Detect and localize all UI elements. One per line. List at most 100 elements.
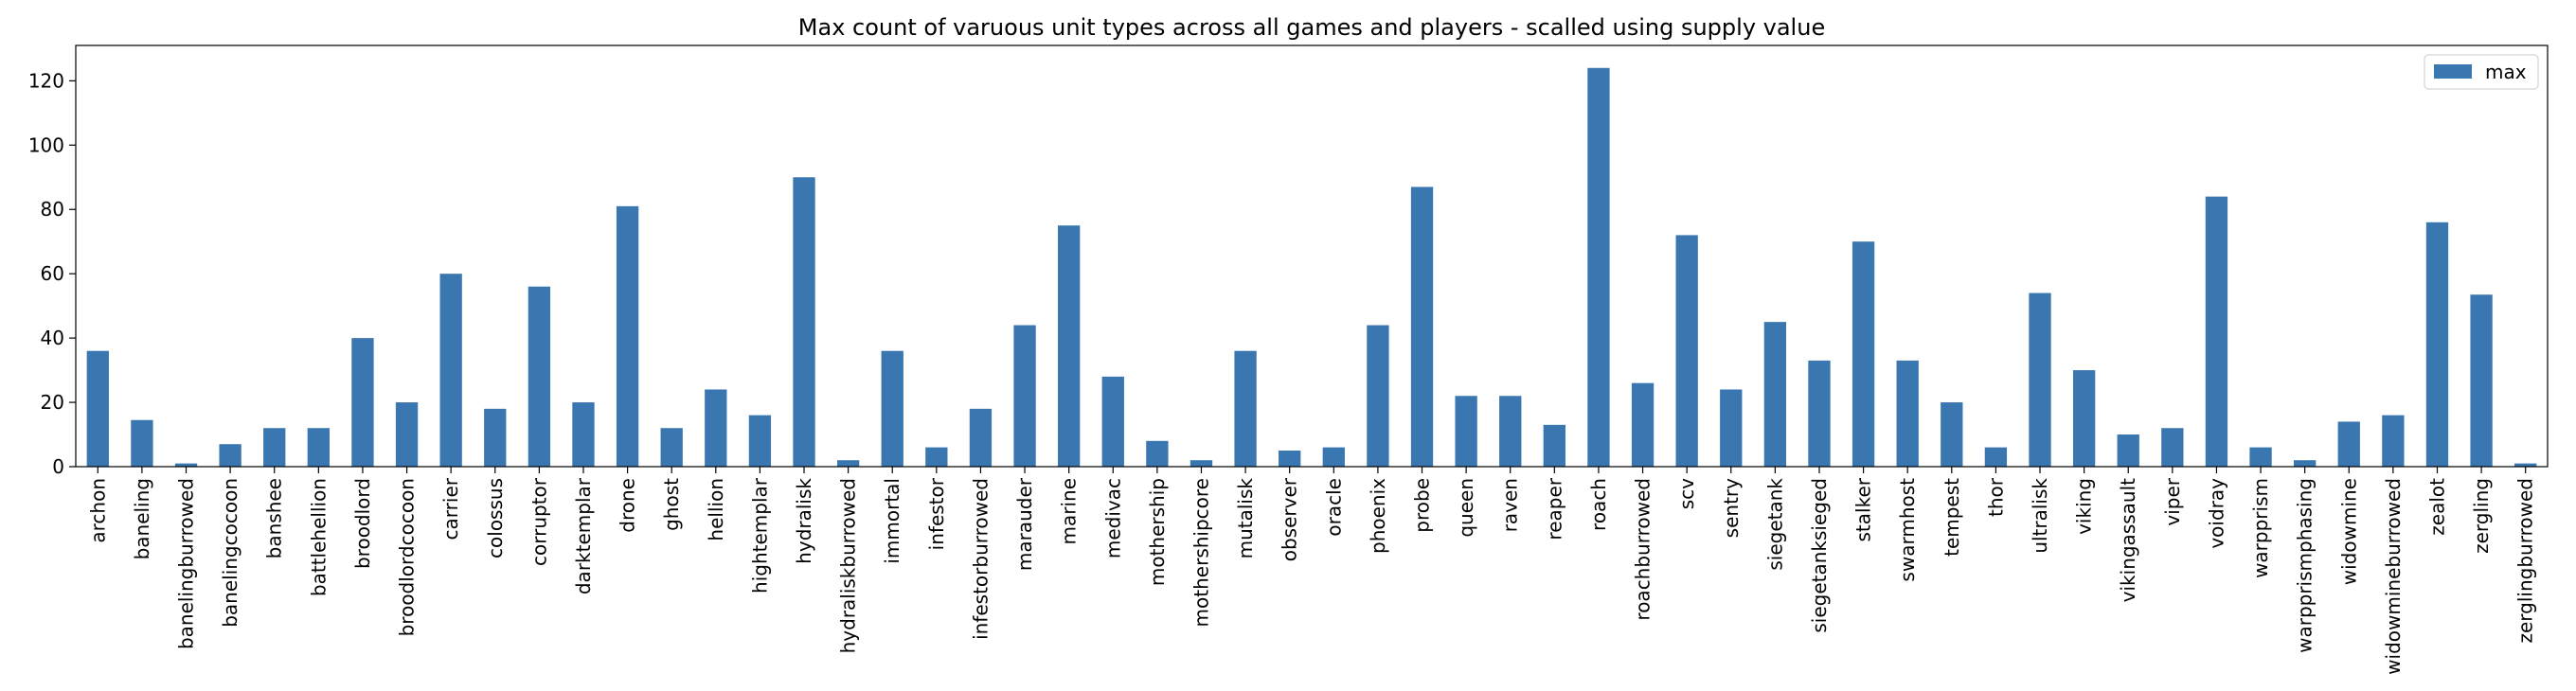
bar-reaper [1543, 424, 1565, 467]
x-tick-label-widowmineburrowed: widowmineburrowed [2382, 478, 2405, 675]
bar-immortal [881, 350, 903, 467]
x-tick-label-marine: marine [1058, 478, 1081, 545]
bar-mothership [1146, 440, 1169, 467]
x-tick-label-zergling: zergling [2470, 478, 2493, 554]
bar-roach [1587, 67, 1610, 467]
bar-stalker [1852, 241, 1875, 467]
bar-banelingburrowed [174, 463, 198, 467]
bar-sentry [1720, 389, 1743, 467]
bar-roachburrowed [1631, 382, 1655, 467]
x-tick-label-hellion: hellion [705, 478, 727, 541]
x-tick-label-carrier: carrier [439, 477, 462, 540]
plot-frame [75, 44, 2549, 468]
x-tick-label-infestor: infestor [925, 477, 948, 550]
y-tick-label: 80 [41, 198, 64, 221]
x-tick-label-swarmhost: swarmhost [1896, 478, 1919, 582]
bar-corruptor [528, 286, 551, 467]
x-tick-label-banelingcocoon: banelingcocoon [219, 478, 242, 628]
bar-voidray [2205, 196, 2228, 467]
x-tick-label-broodlordcocoon: broodlordcocoon [396, 478, 419, 636]
bar-mothershipcore [1190, 460, 1213, 467]
bar-banshee [263, 428, 286, 467]
bar-siegetank [1763, 322, 1787, 467]
x-tick-label-colossus: colossus [484, 478, 507, 558]
y-tick-label: 20 [41, 391, 64, 414]
x-tick-label-ghost: ghost [660, 478, 683, 531]
bar-warpprism [2249, 447, 2272, 467]
bar-swarmhost [1896, 360, 1919, 467]
bar-series-max [86, 67, 2537, 468]
x-tick-label-widowmine: widowmine [2337, 478, 2360, 585]
x-tick-label-drone: drone [617, 478, 639, 533]
x-tick-label-warpprism: warpprism [2249, 478, 2272, 578]
bar-ghost [660, 428, 683, 467]
y-tick-label: 100 [28, 133, 64, 156]
x-tick-label-mothership: mothership [1146, 478, 1169, 586]
bar-battlehellion [307, 428, 330, 467]
x-axis: archon baneling banelingburrowed banelingco… [86, 467, 2537, 675]
bar-baneling [131, 419, 153, 467]
bar-probe [1410, 186, 1434, 468]
x-tick-label-baneling: baneling [131, 478, 153, 559]
bar-hydralisk [793, 177, 815, 467]
x-tick-label-battlehellion: battlehellion [307, 478, 330, 596]
x-tick-label-mothershipcore: mothershipcore [1190, 478, 1212, 627]
x-tick-label-darktemplar: darktemplar [572, 477, 595, 594]
x-tick-label-raven: raven [1499, 478, 1522, 532]
x-tick-label-siegetank: siegetank [1763, 478, 1786, 571]
x-tick-label-hightemplar: hightemplar [748, 477, 771, 594]
bar-banelingcocoon [219, 444, 242, 467]
x-tick-label-immortal: immortal [881, 478, 903, 564]
x-tick-label-viking: viking [2073, 478, 2096, 535]
bar-widowmine [2337, 421, 2360, 467]
bar-zergling [2470, 294, 2493, 467]
bar-drone [616, 205, 639, 467]
bar-archon [86, 350, 109, 467]
bar-widowmineburrowed [2382, 415, 2405, 467]
x-tick-label-observer: observer [1279, 477, 1301, 561]
x-tick-label-oracle: oracle [1322, 478, 1345, 537]
y-tick-label: 60 [41, 262, 64, 285]
legend: max [2424, 54, 2539, 90]
bar-ultralisk [2029, 292, 2051, 467]
x-tick-label-hydraliskburrowed: hydraliskburrowed [837, 478, 860, 653]
bar-scv [1675, 235, 1698, 467]
bar-vikingassault [2117, 434, 2139, 467]
bar-hydraliskburrowed [836, 460, 860, 467]
x-tick-label-banshee: banshee [263, 478, 286, 558]
x-tick-label-broodlord: broodlord [351, 478, 374, 569]
x-tick-label-phoenix: phoenix [1367, 478, 1389, 554]
x-tick-label-archon: archon [86, 478, 109, 543]
bar-colossus [484, 408, 507, 467]
x-tick-label-marauder: marauder [1013, 477, 1036, 571]
x-tick-label-medivac: medivac [1101, 478, 1124, 558]
x-tick-label-probe: probe [1411, 478, 1434, 533]
bar-infestor [925, 447, 948, 467]
x-tick-label-viper: viper [2161, 477, 2184, 525]
legend-label-max: max [2485, 61, 2527, 83]
bar-zerglingburrowed [2514, 463, 2537, 467]
bar-phoenix [1367, 325, 1389, 467]
x-tick-label-queen: queen [1455, 478, 1477, 538]
bar-viper [2161, 428, 2184, 467]
bar-carrier [439, 274, 462, 467]
x-tick-label-banelingburrowed: banelingburrowed [175, 478, 198, 649]
x-tick-label-scv: scv [1675, 478, 1698, 509]
y-tick-label: 0 [52, 455, 64, 478]
x-tick-label-roachburrowed: roachburrowed [1632, 478, 1655, 621]
x-tick-label-infestorburrowed: infestorburrowed [969, 478, 992, 640]
x-tick-label-hydralisk: hydralisk [793, 478, 815, 564]
bar-observer [1279, 451, 1301, 467]
x-tick-label-sentry: sentry [1720, 478, 1743, 538]
x-tick-label-zerglingburrowed: zerglingburrowed [2514, 478, 2537, 643]
bar-darktemplar [572, 402, 595, 467]
x-tick-label-thor: thor [1984, 477, 2007, 517]
x-tick-label-roach: roach [1587, 478, 1610, 531]
bar-marine [1058, 225, 1081, 467]
x-tick-label-vikingassault: vikingassault [2117, 478, 2139, 602]
bar-raven [1499, 396, 1522, 467]
chart-title: Max count of varuous unit types across a… [798, 14, 1825, 41]
bar-zealot [2425, 221, 2449, 467]
bar-broodlordcocoon [395, 402, 419, 467]
x-tick-label-ultralisk: ultralisk [2029, 478, 2051, 554]
